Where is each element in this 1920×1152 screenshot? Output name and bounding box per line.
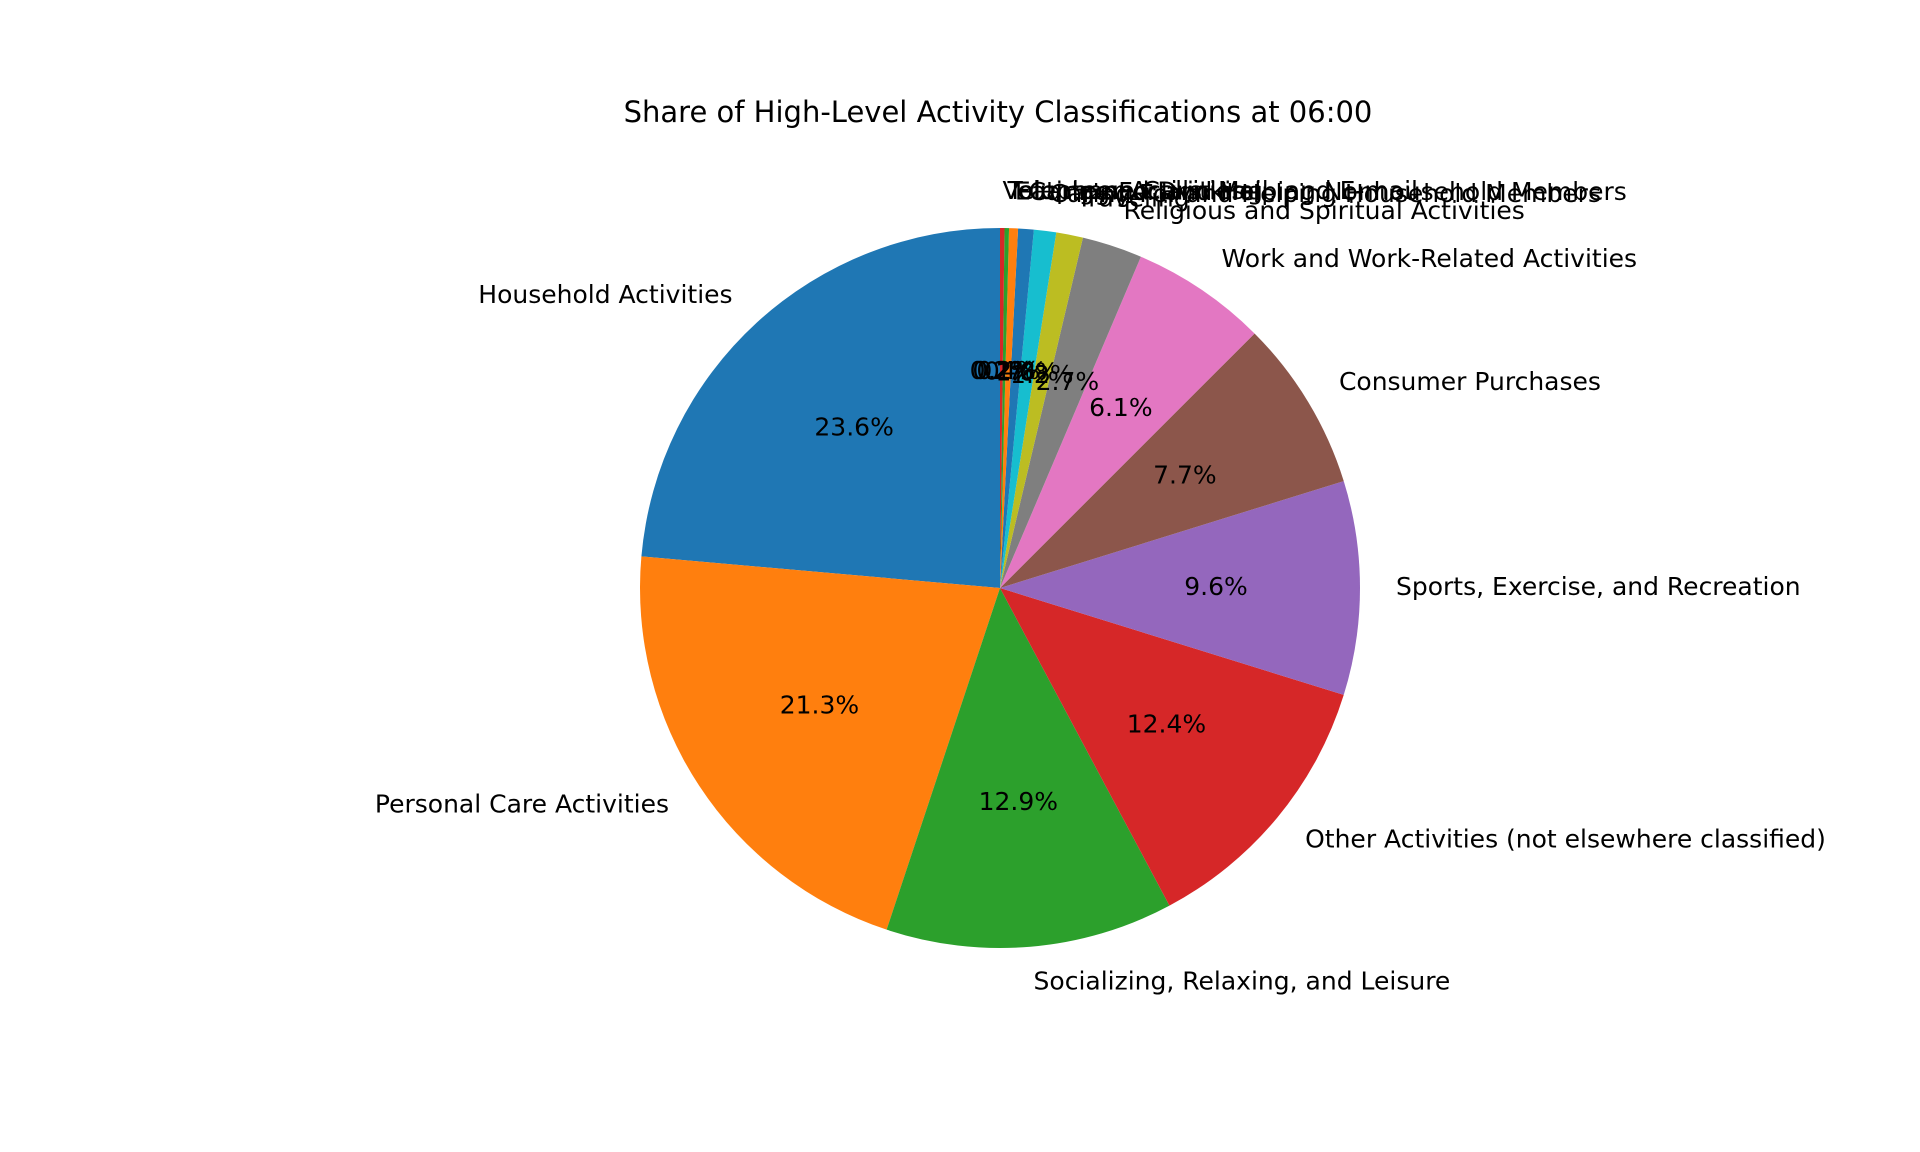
slice-label-caring-for-and-helping-nonhousehold-members: Caring For and Helping Nonhousehold Memb… [1029, 177, 1627, 206]
slice-percent-household-activities: 23.6% [814, 413, 893, 442]
slice-percent-socializing-relaxing-and-leisure: 12.9% [979, 787, 1058, 816]
pie-slice-work-and-work-related-activities [1000, 256, 1255, 588]
slice-percent-caring-for-and-helping-nonhousehold-members: 0.7% [984, 357, 1048, 386]
slice-percent-volunteer-activities: 0.2% [970, 356, 1034, 385]
slice-label-religious-and-spiritual-activities: Religious and Spiritual Activities [1124, 196, 1525, 225]
slice-label-caring-for-and-helping-household-members: Caring For and Helping Household Members [1050, 179, 1601, 208]
pie-slice-eating-and-drinking [1000, 228, 1019, 588]
slice-percent-telephone-calls-mail-and-e-mail: 0.2% [972, 356, 1036, 385]
slice-label-personal-care-activities: Personal Care Activities [375, 789, 669, 818]
chart-title: Share of High-Level Activity Classificat… [624, 95, 1373, 129]
pie-slice-consumer-purchases [1000, 333, 1344, 588]
pie-slice-household-activities [641, 228, 1000, 588]
slice-label-traveling: Traveling [1076, 183, 1190, 212]
pie-slice-sports-exercise-and-recreation [1000, 481, 1360, 695]
slice-label-consumer-purchases: Consumer Purchases [1339, 367, 1601, 396]
slice-percent-other-activities-not-elsewhere-classified: 12.4% [1127, 710, 1206, 739]
slice-percent-eating-and-drinking: 0.4% [976, 356, 1040, 385]
slice-percent-traveling: 1.2% [1010, 360, 1074, 389]
pie-slices [640, 228, 1360, 948]
slice-percent-work-and-work-related-activities: 6.1% [1089, 393, 1153, 422]
pie-slice-religious-and-spiritual-activities [1000, 237, 1141, 588]
pie-labels: Household Activities 23.6% Personal Care A… [375, 176, 1826, 996]
pie-slice-telephone-calls-mail-and-e-mail [1000, 228, 1010, 588]
slice-label-sports-exercise-and-recreation: Sports, Exercise, and Recreation [1396, 572, 1801, 601]
pie-slice-personal-care-activities [640, 556, 1000, 930]
pie-slice-volunteer-activities [1000, 228, 1005, 588]
slice-label-eating-and-drinking: Eating and Drinking [1015, 176, 1263, 205]
pie-slice-caring-for-and-helping-nonhousehold-members [1000, 228, 1034, 588]
slice-label-socializing-relaxing-and-leisure: Socializing, Relaxing, and Leisure [1034, 967, 1451, 996]
slice-label-work-and-work-related-activities: Work and Work-Related Activities [1222, 244, 1638, 273]
pie-slice-other-activities-not-elsewhere-classified [1000, 588, 1344, 906]
slice-percent-consumer-purchases: 7.7% [1153, 460, 1217, 489]
slice-label-volunteer-activities: Volunteer Activities [1002, 176, 1244, 205]
slice-percent-sports-exercise-and-recreation: 9.6% [1184, 572, 1248, 601]
slice-percent-personal-care-activities: 21.3% [780, 691, 859, 720]
pie-slice-caring-for-and-helping-household-members [1000, 229, 1057, 588]
slice-label-other-activities-not-elsewhere-classified: Other Activities (not elsewhere classifi… [1305, 824, 1826, 853]
slice-label-household-activities: Household Activities [478, 280, 732, 309]
slice-percent-religious-and-spiritual-activities: 2.7% [1036, 367, 1100, 396]
slice-label-telephone-calls-mail-and-e-mail: Telephone Calls, Mail, and E-mail [1006, 176, 1418, 205]
pie-slice-traveling [1000, 232, 1083, 588]
slice-percent-caring-for-and-helping-household-members: 1.0% [995, 358, 1059, 387]
pie-slice-socializing-relaxing-and-leisure [886, 588, 1170, 948]
